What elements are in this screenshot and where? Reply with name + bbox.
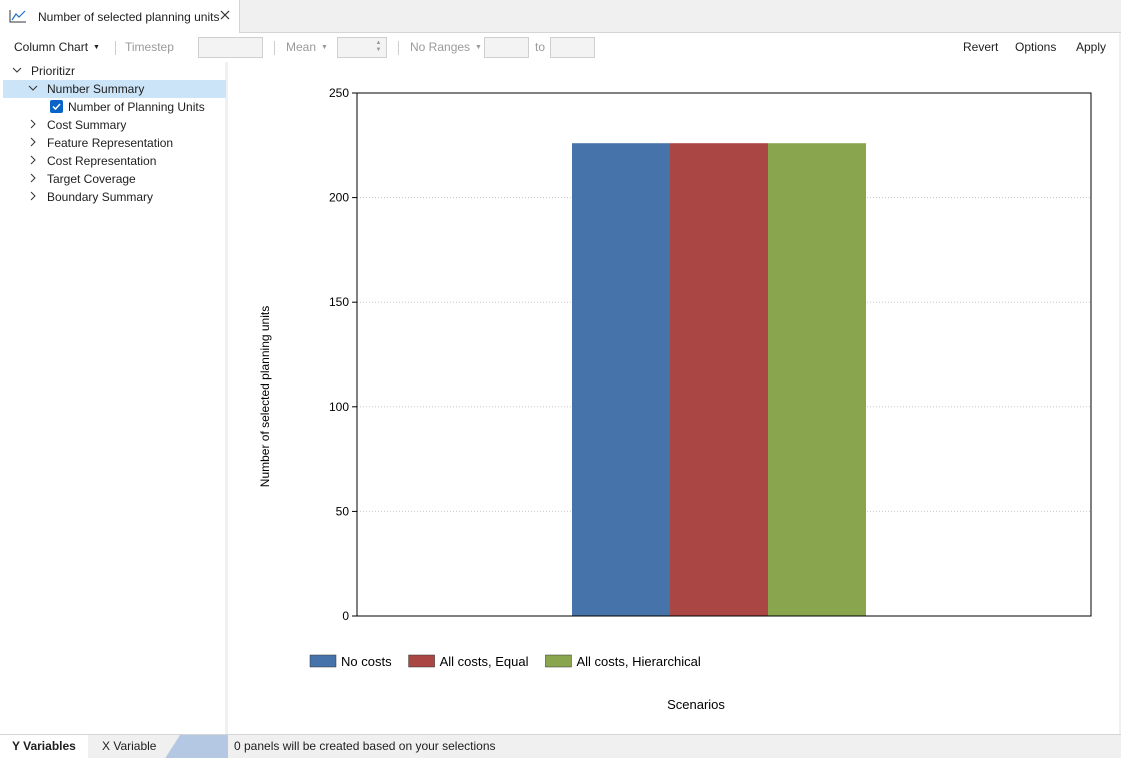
chevron-down-icon[interactable] — [28, 83, 38, 93]
chevron-right-icon[interactable] — [28, 137, 38, 147]
tab-chart[interactable]: Number of selected planning units — [0, 0, 240, 34]
ranges-dropdown[interactable]: No Ranges ▼ — [410, 40, 482, 54]
status-text: 0 panels will be created based on your s… — [234, 739, 496, 753]
tree-item-label: Number Summary — [47, 82, 145, 96]
tab-strip: Number of selected planning units — [0, 0, 1121, 34]
chevron-right-icon[interactable] — [28, 119, 38, 129]
legend-swatch — [309, 654, 337, 668]
tree-item-label: Cost Representation — [47, 154, 157, 168]
x-axis-label: Scenarios — [667, 697, 725, 712]
y-tick-label: 200 — [329, 191, 349, 205]
bar — [670, 143, 768, 616]
chevron-down-icon: ▼ — [321, 44, 328, 51]
variables-tree: Prioritizr Number Summary Number of Plan… — [0, 62, 228, 734]
tree-item-boundary-summary[interactable]: Boundary Summary — [0, 188, 225, 206]
timestep-input[interactable] — [198, 37, 263, 58]
chevron-right-icon[interactable] — [28, 173, 38, 183]
toolbar-divider — [398, 41, 399, 55]
tree-item-label: Feature Representation — [47, 136, 174, 150]
tree-item-label: Number of Planning Units — [68, 100, 205, 114]
chart-type-label: Column Chart — [14, 40, 89, 54]
revert-button[interactable]: Revert — [963, 40, 999, 54]
y-tick-label: 150 — [329, 295, 349, 309]
close-icon[interactable] — [218, 8, 232, 22]
chevron-right-icon[interactable] — [28, 191, 38, 201]
timestep-label: Timestep — [125, 40, 174, 54]
toolbar-divider — [115, 41, 116, 55]
tab-x-variable[interactable]: X Variable — [88, 735, 180, 758]
chevron-right-icon[interactable] — [28, 155, 38, 165]
stepper-arrows-icon[interactable]: ▲ ▼ — [375, 40, 382, 53]
tree-item-cost-summary[interactable]: Cost Summary — [0, 116, 225, 134]
variable-tabs: Y Variables X Variable — [0, 735, 228, 758]
y-tick-label: 0 — [342, 609, 349, 623]
legend-label: All costs, Equal — [440, 654, 529, 669]
column-chart: 0 50 100 150 200 250 Number of selected planni… — [258, 86, 1092, 712]
tree-item-cost-representation[interactable]: Cost Representation — [0, 152, 225, 170]
legend-swatch — [545, 654, 572, 668]
bar — [572, 143, 670, 616]
bottom-bar: Y Variables X Variable 0 panels will be … — [0, 734, 1121, 758]
range-to-input[interactable] — [550, 37, 595, 58]
tree-item-label: Prioritizr — [31, 64, 75, 78]
tab-title: Number of selected planning units — [38, 10, 220, 24]
apply-button[interactable]: Apply — [1076, 40, 1107, 54]
range-to-label: to — [535, 40, 546, 54]
tree-item-feature-representation[interactable]: Feature Representation — [0, 134, 225, 152]
y-tick-label: 50 — [336, 504, 350, 518]
plot-frame — [356, 92, 1092, 617]
checkbox-checked[interactable] — [50, 100, 63, 113]
toolbar: Column Chart ▼ Timestep Mean ▼ ▲ ▼ No Range… — [0, 33, 1121, 62]
tree-item-target-coverage[interactable]: Target Coverage — [0, 170, 225, 188]
options-button[interactable]: Options — [1015, 40, 1057, 54]
ranges-label: No Ranges — [410, 40, 471, 54]
bar — [768, 143, 866, 616]
legend-label: No costs — [341, 654, 392, 669]
tree-item-number-of-planning-units[interactable]: Number of Planning Units — [0, 98, 225, 116]
legend-label: All costs, Hierarchical — [576, 654, 700, 669]
y-axis-label: Number of selected planning units — [258, 306, 272, 487]
tree-item-number-summary[interactable]: Number Summary — [3, 80, 226, 98]
legend-swatch — [408, 654, 435, 668]
tree-item-label: Target Coverage — [47, 172, 136, 186]
aggregation-stepper[interactable]: ▲ ▼ — [337, 37, 387, 58]
y-tick-label: 100 — [329, 400, 349, 414]
chart-type-dropdown[interactable]: Column Chart ▼ — [14, 40, 100, 54]
aggregation-label: Mean — [286, 40, 317, 54]
aggregation-dropdown[interactable]: Mean ▼ — [286, 40, 328, 54]
checkmark-icon — [52, 103, 61, 111]
tree-item-label: Cost Summary — [47, 118, 127, 132]
y-tick-label: 250 — [329, 86, 349, 100]
range-from-input[interactable] — [484, 37, 529, 58]
line-chart-icon — [9, 10, 26, 23]
tab-y-variables[interactable]: Y Variables — [0, 735, 88, 758]
chart-panel: 0 50 100 150 200 250 Number of selected planni… — [231, 62, 1119, 734]
chevron-down-icon: ▼ — [93, 44, 100, 51]
tree-item-label: Boundary Summary — [47, 190, 154, 204]
chevron-down-icon: ▼ — [475, 44, 482, 51]
toolbar-divider — [274, 41, 275, 55]
chevron-down-icon[interactable] — [12, 65, 22, 75]
window-edge — [1119, 33, 1121, 734]
tree-item-prioritizr[interactable]: Prioritizr — [0, 62, 225, 80]
